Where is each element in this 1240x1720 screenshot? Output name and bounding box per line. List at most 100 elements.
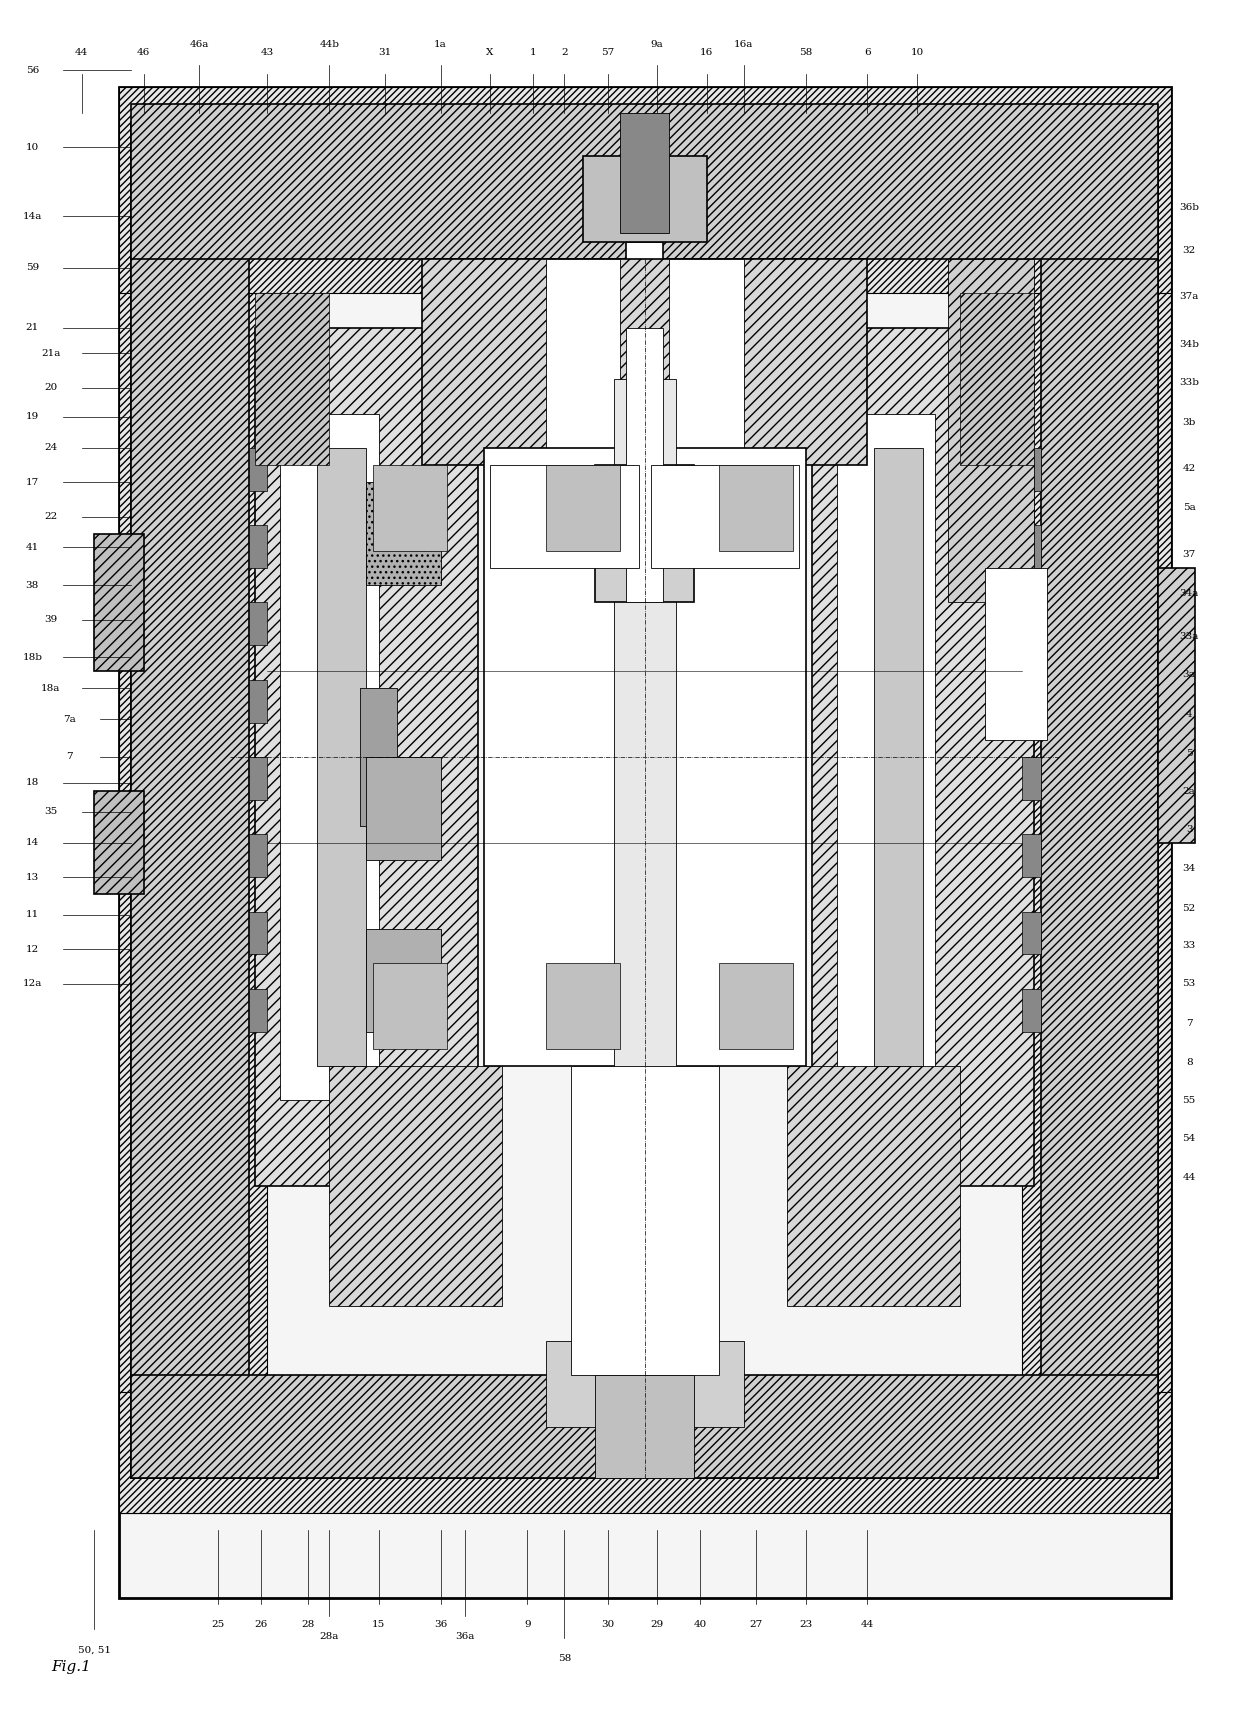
Bar bbox=[131, 105, 1158, 260]
Text: 59: 59 bbox=[26, 263, 38, 272]
Bar bbox=[249, 447, 268, 490]
Bar bbox=[719, 963, 794, 1049]
Bar bbox=[366, 757, 440, 860]
Text: 33a: 33a bbox=[1179, 633, 1199, 642]
Text: 36b: 36b bbox=[1179, 203, 1199, 212]
Text: 25: 25 bbox=[211, 1620, 224, 1629]
Bar bbox=[1022, 912, 1040, 955]
Bar bbox=[546, 1342, 744, 1426]
Bar bbox=[1022, 174, 1171, 1512]
Bar bbox=[131, 1376, 1158, 1477]
Text: 28: 28 bbox=[301, 1620, 315, 1629]
Bar bbox=[255, 294, 330, 464]
Text: 30: 30 bbox=[601, 1620, 614, 1629]
Bar bbox=[119, 88, 1171, 1598]
Text: 33b: 33b bbox=[1179, 378, 1199, 387]
Text: 10: 10 bbox=[26, 143, 38, 151]
Text: 22: 22 bbox=[45, 513, 57, 521]
Text: 2a: 2a bbox=[1183, 786, 1195, 796]
Text: 18a: 18a bbox=[41, 685, 61, 693]
Text: 44: 44 bbox=[1183, 1173, 1195, 1182]
Bar bbox=[1022, 757, 1040, 800]
Bar bbox=[546, 260, 620, 464]
Bar bbox=[131, 122, 249, 1477]
Bar bbox=[366, 929, 440, 1032]
Bar bbox=[360, 688, 397, 826]
Bar bbox=[546, 963, 620, 1049]
Text: 41: 41 bbox=[26, 544, 38, 552]
Text: 9a: 9a bbox=[651, 40, 663, 48]
Text: 14a: 14a bbox=[22, 212, 42, 220]
Text: 7a: 7a bbox=[63, 716, 76, 724]
Text: 16: 16 bbox=[701, 48, 713, 57]
Text: 44: 44 bbox=[861, 1620, 874, 1629]
Bar bbox=[1022, 525, 1040, 568]
Text: 46: 46 bbox=[138, 48, 150, 57]
Text: 7: 7 bbox=[66, 752, 73, 762]
Bar bbox=[595, 464, 694, 602]
Bar bbox=[372, 963, 446, 1049]
Text: 32: 32 bbox=[1183, 246, 1195, 255]
Text: 29: 29 bbox=[651, 1620, 663, 1629]
Bar bbox=[583, 157, 707, 243]
Text: 34b: 34b bbox=[1179, 341, 1199, 349]
Bar bbox=[595, 1376, 694, 1477]
Text: 34a: 34a bbox=[1179, 590, 1199, 599]
Bar bbox=[280, 413, 378, 1101]
Bar bbox=[812, 329, 1034, 1187]
Text: 9: 9 bbox=[523, 1620, 531, 1629]
Text: 18: 18 bbox=[26, 777, 38, 788]
Text: 40: 40 bbox=[694, 1620, 707, 1629]
Bar bbox=[1022, 447, 1040, 490]
Text: 12a: 12a bbox=[22, 979, 42, 987]
Text: 7: 7 bbox=[1185, 1018, 1193, 1027]
Bar bbox=[1022, 679, 1040, 722]
Bar bbox=[960, 294, 1034, 464]
Bar bbox=[422, 260, 868, 464]
Bar bbox=[490, 464, 639, 568]
Bar bbox=[614, 378, 676, 1135]
Text: 18b: 18b bbox=[22, 654, 42, 662]
Text: 44b: 44b bbox=[319, 40, 340, 48]
Bar bbox=[94, 791, 144, 894]
Text: 2: 2 bbox=[560, 48, 568, 57]
Bar bbox=[372, 464, 446, 550]
Text: 55: 55 bbox=[1183, 1096, 1195, 1104]
Text: 36: 36 bbox=[434, 1620, 448, 1629]
Bar bbox=[249, 912, 268, 955]
Text: 27: 27 bbox=[749, 1620, 763, 1629]
Text: 33: 33 bbox=[1183, 941, 1195, 951]
Bar bbox=[1040, 122, 1158, 1477]
Text: 5a: 5a bbox=[1183, 504, 1195, 513]
Text: 52: 52 bbox=[1183, 903, 1195, 913]
Bar bbox=[1022, 834, 1040, 877]
Text: X: X bbox=[486, 48, 494, 57]
Text: 58: 58 bbox=[799, 48, 812, 57]
Text: 39: 39 bbox=[45, 616, 57, 624]
Text: 11: 11 bbox=[26, 910, 38, 920]
Text: 50, 51: 50, 51 bbox=[78, 1646, 110, 1655]
Text: 19: 19 bbox=[26, 413, 38, 421]
Bar bbox=[255, 329, 477, 1187]
Text: 16a: 16a bbox=[734, 40, 754, 48]
Text: 43: 43 bbox=[260, 48, 274, 57]
Text: 24: 24 bbox=[45, 444, 57, 452]
Text: 44: 44 bbox=[76, 48, 88, 57]
Text: 12: 12 bbox=[26, 944, 38, 955]
Bar bbox=[719, 464, 794, 550]
Bar bbox=[570, 1066, 719, 1376]
Text: 21a: 21a bbox=[41, 349, 61, 358]
Text: 57: 57 bbox=[601, 48, 614, 57]
Text: 14: 14 bbox=[26, 838, 38, 848]
Bar bbox=[626, 329, 663, 602]
Text: 21: 21 bbox=[26, 323, 38, 332]
Bar bbox=[837, 413, 935, 1101]
Bar bbox=[119, 1391, 1171, 1512]
Bar bbox=[1022, 602, 1040, 645]
Text: 5: 5 bbox=[1185, 748, 1193, 759]
Text: 37: 37 bbox=[1183, 550, 1195, 559]
Text: 35: 35 bbox=[45, 807, 57, 817]
Bar bbox=[947, 260, 1034, 602]
Bar bbox=[119, 174, 268, 1512]
Text: 17: 17 bbox=[26, 478, 38, 487]
